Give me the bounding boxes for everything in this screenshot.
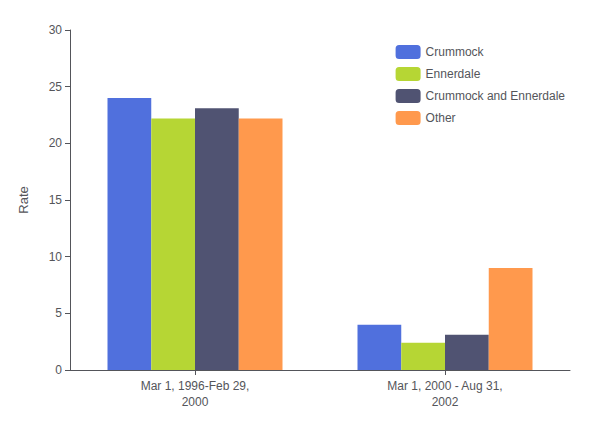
svg-text:Rate: Rate (16, 186, 31, 213)
svg-text:20: 20 (49, 136, 63, 150)
svg-text:Ennerdale: Ennerdale (426, 67, 481, 81)
svg-text:2002: 2002 (432, 395, 459, 409)
svg-text:Other: Other (426, 111, 456, 125)
svg-text:10: 10 (49, 250, 63, 264)
svg-text:Mar 1, 1996-Feb 29,: Mar 1, 1996-Feb 29, (141, 379, 250, 393)
svg-text:Crummock and Ennerdale: Crummock and Ennerdale (426, 89, 566, 103)
svg-text:0: 0 (55, 363, 62, 377)
svg-text:25: 25 (49, 80, 63, 94)
svg-text:Crummock: Crummock (426, 45, 485, 59)
svg-text:Mar 1, 2000 - Aug 31,: Mar 1, 2000 - Aug 31, (387, 379, 502, 393)
svg-text:15: 15 (49, 193, 63, 207)
svg-text:5: 5 (55, 306, 62, 320)
svg-text:30: 30 (49, 23, 63, 37)
svg-text:2000: 2000 (182, 395, 209, 409)
